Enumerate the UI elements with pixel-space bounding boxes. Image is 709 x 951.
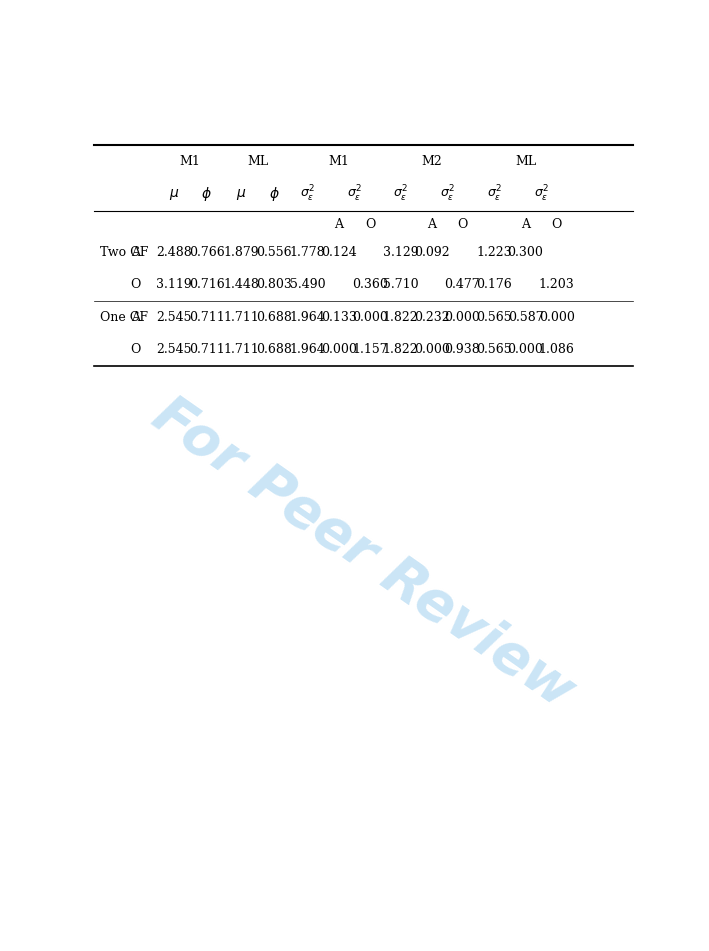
- Text: A: A: [131, 246, 140, 259]
- Text: 1.778: 1.778: [289, 246, 325, 259]
- Text: 3.129: 3.129: [383, 246, 418, 259]
- Text: 1.711: 1.711: [223, 311, 259, 323]
- Text: 1.448: 1.448: [223, 279, 259, 291]
- Text: M1: M1: [180, 155, 201, 168]
- Text: 1.223: 1.223: [476, 246, 512, 259]
- Text: 1.964: 1.964: [289, 342, 325, 356]
- Text: 5.490: 5.490: [289, 279, 325, 291]
- Text: $\sigma_{\varepsilon}^{2}$: $\sigma_{\varepsilon}^{2}$: [534, 184, 549, 204]
- Text: 1.711: 1.711: [223, 342, 259, 356]
- Text: 1.157: 1.157: [352, 342, 388, 356]
- Text: M1: M1: [328, 155, 349, 168]
- Text: 0.477: 0.477: [445, 279, 480, 291]
- Text: 0.000: 0.000: [352, 311, 388, 323]
- Text: 0.556: 0.556: [257, 246, 292, 259]
- Text: 1.822: 1.822: [383, 342, 418, 356]
- Text: O: O: [552, 219, 562, 231]
- Text: 0.000: 0.000: [508, 342, 543, 356]
- Text: 2.545: 2.545: [156, 311, 191, 323]
- Text: 0.711: 0.711: [189, 342, 225, 356]
- Text: 0.176: 0.176: [476, 279, 512, 291]
- Text: 0.938: 0.938: [445, 342, 480, 356]
- Text: $\phi$: $\phi$: [201, 185, 212, 203]
- Text: 0.565: 0.565: [476, 342, 512, 356]
- Text: 0.133: 0.133: [320, 311, 357, 323]
- Text: For Peer Review: For Peer Review: [143, 388, 584, 719]
- Text: 1.822: 1.822: [383, 311, 418, 323]
- Text: 0.688: 0.688: [257, 342, 292, 356]
- Text: 5.710: 5.710: [383, 279, 418, 291]
- Text: 2.545: 2.545: [156, 342, 191, 356]
- Text: 0.092: 0.092: [414, 246, 450, 259]
- Text: 1.964: 1.964: [289, 311, 325, 323]
- Text: $\phi$: $\phi$: [269, 185, 279, 203]
- Text: $\mu$: $\mu$: [236, 186, 247, 202]
- Text: 0.000: 0.000: [445, 311, 480, 323]
- Text: 0.000: 0.000: [320, 342, 357, 356]
- Text: ML: ML: [515, 155, 536, 168]
- Text: 0.716: 0.716: [189, 279, 225, 291]
- Text: A: A: [428, 219, 437, 231]
- Text: O: O: [457, 219, 467, 231]
- Text: $\sigma_{\varepsilon}^{2}$: $\sigma_{\varepsilon}^{2}$: [300, 184, 315, 204]
- Text: 0.803: 0.803: [257, 279, 292, 291]
- Text: 0.711: 0.711: [189, 311, 225, 323]
- Text: A: A: [521, 219, 530, 231]
- Text: $\sigma_{\varepsilon}^{2}$: $\sigma_{\varepsilon}^{2}$: [393, 184, 408, 204]
- Text: 0.124: 0.124: [320, 246, 357, 259]
- Text: O: O: [364, 219, 375, 231]
- Text: 0.000: 0.000: [414, 342, 450, 356]
- Text: 2.488: 2.488: [156, 246, 191, 259]
- Text: $\sigma_{\varepsilon}^{2}$: $\sigma_{\varepsilon}^{2}$: [486, 184, 502, 204]
- Text: A: A: [334, 219, 343, 231]
- Text: $\sigma_{\varepsilon}^{2}$: $\sigma_{\varepsilon}^{2}$: [347, 184, 362, 204]
- Text: $\mu$: $\mu$: [169, 186, 179, 202]
- Text: 0.688: 0.688: [257, 311, 292, 323]
- Text: 0.300: 0.300: [508, 246, 543, 259]
- Text: 1.879: 1.879: [223, 246, 259, 259]
- Text: 3.119: 3.119: [156, 279, 191, 291]
- Text: 0.232: 0.232: [414, 311, 450, 323]
- Text: 0.565: 0.565: [476, 311, 512, 323]
- Text: 0.360: 0.360: [352, 279, 388, 291]
- Text: 1.203: 1.203: [539, 279, 575, 291]
- Text: ML: ML: [247, 155, 269, 168]
- Text: M2: M2: [421, 155, 442, 168]
- Text: 0.587: 0.587: [508, 311, 543, 323]
- Text: 0.766: 0.766: [189, 246, 225, 259]
- Text: A: A: [131, 311, 140, 323]
- Text: O: O: [130, 279, 140, 291]
- Text: 0.000: 0.000: [539, 311, 575, 323]
- Text: $\sigma_{\varepsilon}^{2}$: $\sigma_{\varepsilon}^{2}$: [440, 184, 454, 204]
- Text: O: O: [130, 342, 140, 356]
- Text: 1.086: 1.086: [539, 342, 575, 356]
- Text: One CF: One CF: [99, 311, 147, 323]
- Text: Two CF: Two CF: [99, 246, 148, 259]
